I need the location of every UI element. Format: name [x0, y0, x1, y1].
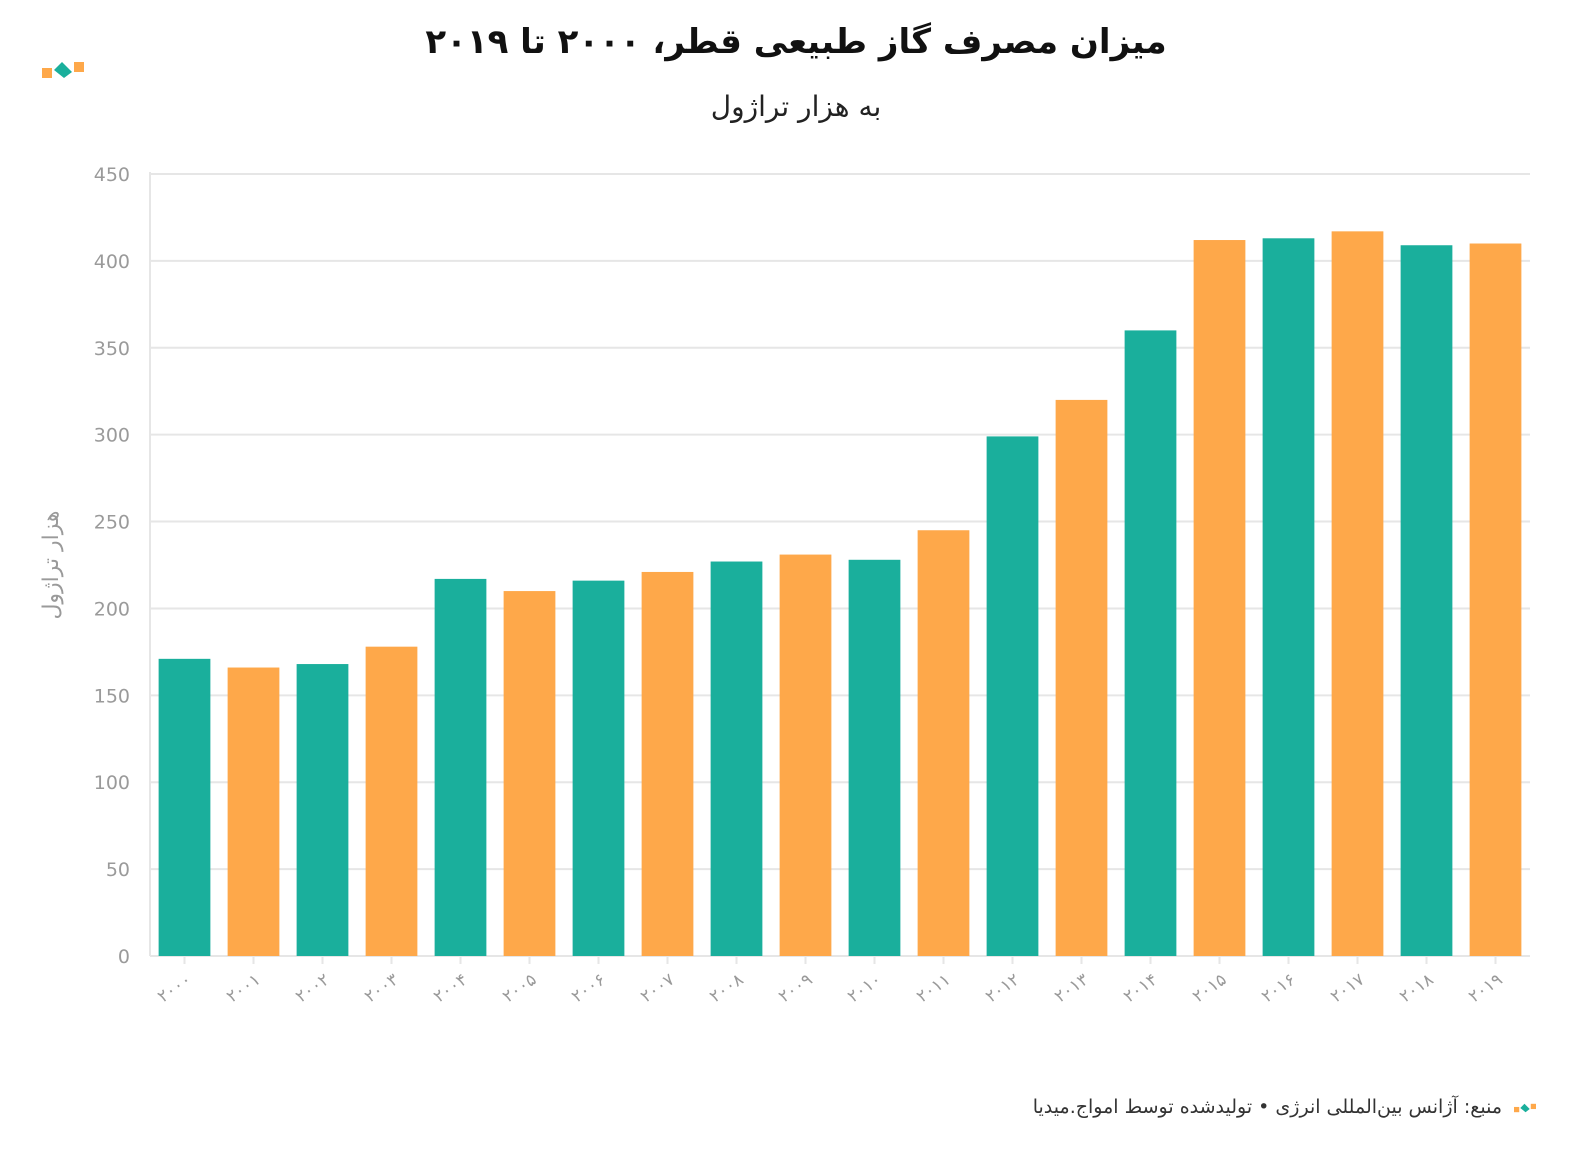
x-tick-label: ۲۰۰۸: [706, 970, 747, 1007]
x-tick-label: ۲۰۰۴: [430, 970, 471, 1007]
bar-15: [1193, 240, 1246, 957]
footer-logo-icon: [1514, 1103, 1536, 1113]
bar-17: [1331, 231, 1384, 956]
bar-4: [434, 578, 487, 956]
y-axis-title: هزار تراژول: [39, 510, 64, 619]
chart-title: میزان مصرف گاز طبیعی قطر، ۲۰۰۰ تا ۲۰۱۹: [425, 22, 1167, 62]
x-tick-label: ۲۰۱۹: [1465, 970, 1506, 1007]
bar-5: [503, 591, 556, 956]
bar-0: [158, 658, 211, 956]
x-tick-label: ۲۰۱۶: [1258, 970, 1299, 1007]
x-tick-label: ۲۰۱۲: [982, 970, 1023, 1007]
x-tick-label: ۲۰۰۳: [361, 970, 402, 1007]
y-tick-label: 300: [94, 425, 130, 447]
bar-1: [227, 667, 280, 956]
y-tick-label: 150: [94, 685, 130, 707]
bar-9: [779, 554, 832, 956]
source-footer: منبع: آژانس بین‌المللی انرژی • تولیدشده …: [1032, 1096, 1502, 1118]
chart-subtitle: به هزار تراژول: [710, 90, 882, 123]
bar-18: [1400, 245, 1453, 956]
x-tick-label: ۲۰۰۵: [499, 970, 540, 1007]
bar-14: [1124, 330, 1177, 956]
bar-13: [1055, 399, 1108, 956]
y-tick-label: 350: [94, 338, 130, 360]
x-tick-label: ۲۰۱۴: [1120, 970, 1161, 1007]
x-tick-label: ۲۰۰۶: [568, 970, 609, 1007]
bar-8: [710, 561, 763, 956]
bar-3: [365, 646, 418, 956]
brand-logo-icon: [42, 62, 84, 78]
x-tick-label: ۲۰۱۷: [1327, 970, 1368, 1007]
x-tick-label: ۲۰۱۵: [1189, 970, 1230, 1007]
y-tick-label: 400: [94, 251, 130, 273]
x-tick-label: ۲۰۰۷: [637, 970, 678, 1007]
bar-2: [296, 664, 349, 956]
x-tick-label: ۲۰۱۰: [844, 970, 885, 1007]
bar-7: [641, 571, 694, 956]
y-tick-label: 100: [94, 772, 130, 794]
x-tick-label: ۲۰۰۹: [775, 970, 816, 1007]
x-tick-label: ۲۰۱۸: [1396, 970, 1437, 1007]
x-tick-label: ۲۰۱۳: [1051, 970, 1092, 1007]
bar-12: [986, 436, 1039, 957]
x-tick-label: ۲۰۰۲: [292, 970, 333, 1007]
y-tick-label: 0: [118, 946, 130, 968]
bar-6: [572, 580, 625, 956]
x-tick-label: ۲۰۰۱: [223, 970, 264, 1007]
y-tick-label: 50: [106, 859, 130, 881]
y-tick-label: 450: [94, 164, 130, 186]
bar-19: [1469, 243, 1522, 956]
bar-16: [1262, 238, 1315, 956]
x-tick-label: ۲۰۰۰: [154, 970, 195, 1007]
x-tick-label: ۲۰۱۱: [913, 970, 954, 1007]
y-tick-label: 250: [94, 512, 130, 534]
y-tick-label: 200: [94, 598, 130, 620]
bar-11: [917, 530, 970, 956]
bar-10: [848, 559, 901, 956]
